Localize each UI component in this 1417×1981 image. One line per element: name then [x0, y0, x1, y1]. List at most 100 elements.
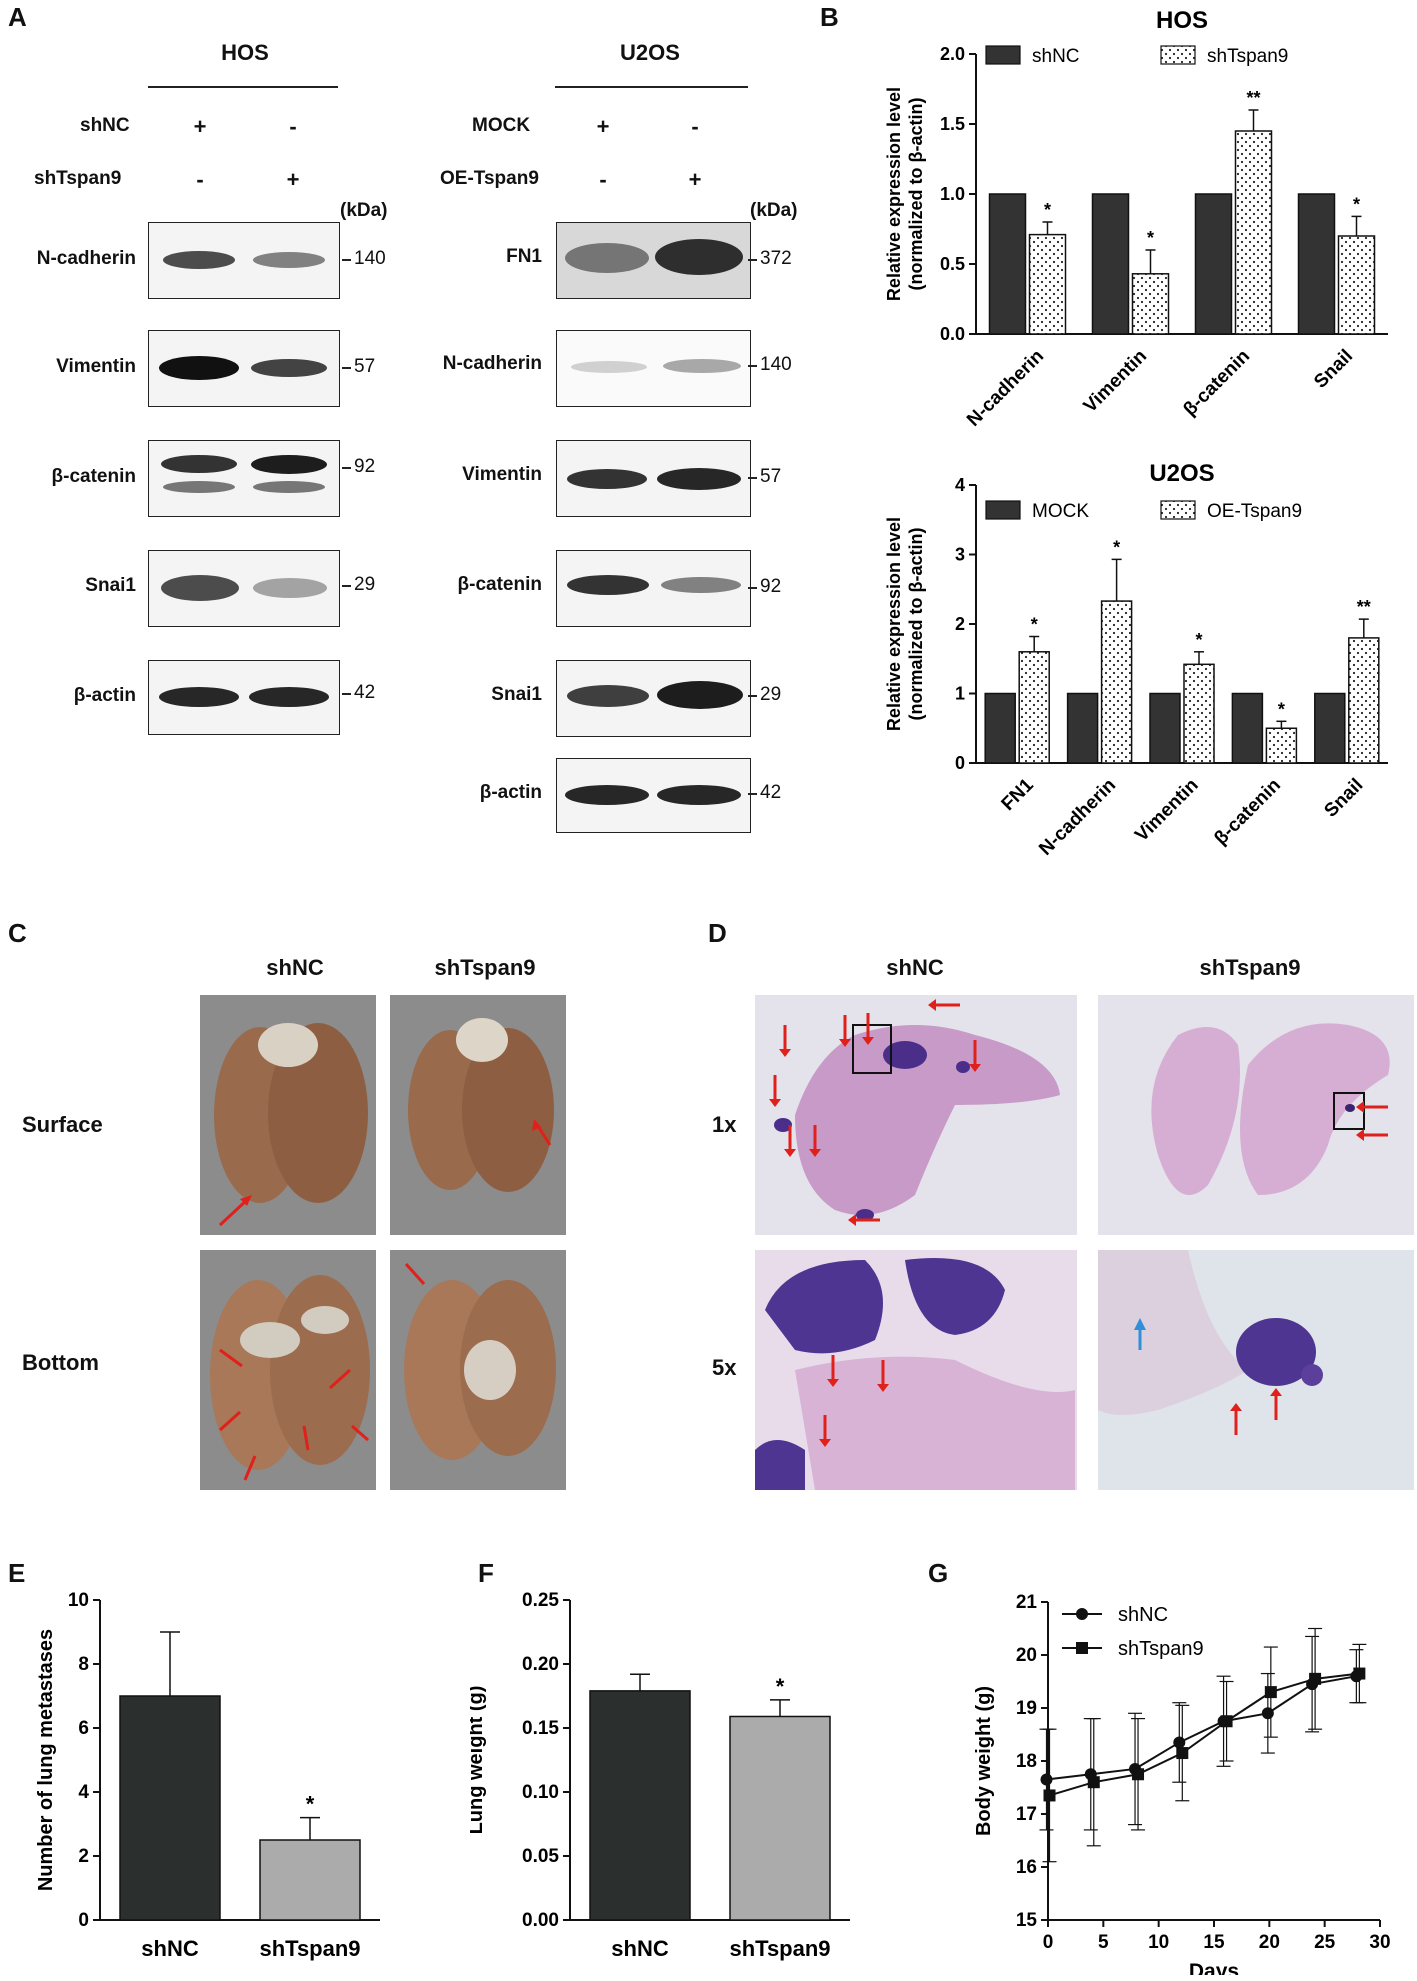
hos-blot-label: Snai1 — [85, 575, 136, 596]
x-tick-label: N-cadherin — [963, 346, 1048, 431]
data-point — [1132, 1768, 1145, 1781]
y-tick-label: 4 — [955, 475, 965, 495]
y-axis-label: Relative expression level — [884, 517, 904, 731]
hos-blot-vimentin — [148, 330, 340, 407]
legend-label: shTspan9 — [1118, 1638, 1204, 1660]
y-tick-label: 0 — [955, 753, 965, 773]
u2os-title-underline — [555, 86, 748, 88]
y-axis-label: Relative expression level — [884, 87, 904, 301]
blot-band — [161, 455, 237, 473]
legend-label: OE-Tspan9 — [1207, 501, 1302, 522]
hos-blot-label: Vimentin — [56, 356, 136, 377]
u2os-title: U2OS — [620, 40, 680, 65]
series-line — [1049, 1672, 1360, 1797]
red-arrowhead — [839, 1039, 851, 1047]
red-arrowhead — [877, 1384, 889, 1392]
x-tick-label: shNC — [611, 1936, 669, 1961]
x-tick-label: Snail — [1310, 346, 1357, 393]
red-arrowhead — [1230, 1403, 1242, 1411]
blot-band — [657, 681, 743, 709]
u2os-blot-label: FN1 — [506, 246, 542, 267]
red-arrowhead — [809, 1149, 821, 1157]
u2os-blot-vimentin — [556, 440, 751, 517]
histology-shtspan9-5x — [1098, 1250, 1414, 1490]
data-point — [1087, 1776, 1100, 1789]
hos-blot-n-cadherin — [148, 222, 340, 299]
legend-marker — [1076, 1608, 1088, 1620]
data-point — [1040, 1773, 1053, 1786]
x-tick-label: β-catenin — [1210, 775, 1285, 850]
significance-marker: * — [1195, 630, 1202, 650]
chart-title: U2OS — [1149, 460, 1214, 487]
panel-c-column-label: shTspan9 — [434, 955, 536, 980]
y-tick-label: 0.25 — [522, 1590, 559, 1611]
data-point — [1176, 1747, 1189, 1760]
lung-photo-shnc-bottom — [200, 1250, 376, 1490]
y-tick-label: 17 — [1016, 1804, 1037, 1825]
bar — [1183, 663, 1215, 764]
y-tick-label: 2.0 — [940, 44, 965, 64]
bar — [1231, 692, 1264, 764]
legend-label: shTspan9 — [1207, 46, 1288, 67]
y-tick-label: 20 — [1016, 1645, 1037, 1666]
significance-marker: * — [306, 1792, 315, 1817]
y-axis-label: (normalized to β-actin) — [906, 528, 926, 721]
panel-c-row-label: Bottom — [22, 1350, 99, 1375]
blot-band — [253, 481, 325, 493]
data-point — [1043, 1789, 1056, 1802]
x-tick-label: Vimentin — [1080, 346, 1151, 417]
blot-band — [163, 251, 235, 269]
blot-band — [159, 687, 239, 707]
u2os-mw: 372 — [748, 248, 792, 269]
u2os-blot-label: β-catenin — [457, 574, 542, 595]
y-tick-label: 0.5 — [940, 254, 965, 274]
legend-label: MOCK — [1032, 501, 1089, 522]
hos-lane-sign: - — [289, 114, 297, 139]
red-arrowhead — [862, 1037, 874, 1045]
significance-marker: ** — [1357, 597, 1371, 617]
blot-band — [253, 252, 325, 268]
hos-blot-snai1 — [148, 550, 340, 627]
u2os-kda-unit: (kDa) — [750, 200, 798, 221]
blot-band — [567, 685, 649, 707]
bar — [1131, 273, 1170, 335]
y-tick-label: 19 — [1016, 1698, 1037, 1719]
y-tick-label: 0.20 — [522, 1654, 559, 1675]
panel-letter-f: F — [478, 1558, 494, 1588]
blot-band — [663, 359, 741, 373]
u2os-mw: 57 — [747, 466, 782, 487]
y-tick-label: 8 — [78, 1654, 89, 1675]
y-tick-label: 0.00 — [522, 1910, 559, 1931]
hos-mw: 42 — [341, 682, 376, 703]
chart-b-hos: HOS 0.0 0.5 1.0 1.5 2.0 Relative expression le… — [884, 7, 1388, 431]
bar — [1149, 692, 1181, 764]
hos-blot-label: β-catenin — [51, 466, 136, 487]
bar — [1265, 727, 1298, 764]
y-axis-label: (normalized to β-actin) — [906, 98, 926, 291]
x-tick-label: Vimentin — [1131, 775, 1202, 846]
y-axis-label: Body weight (g) — [973, 1686, 995, 1836]
x-tick-label: 30 — [1369, 1932, 1390, 1953]
bar — [1234, 130, 1273, 335]
legend-label: shNC — [1118, 1604, 1168, 1626]
blot-band — [571, 361, 647, 373]
y-axis-label: Lung weight (g) — [470, 1686, 487, 1835]
u2os-blot-fn1 — [556, 222, 751, 299]
legend-swatch — [985, 45, 1021, 65]
u2os-condition-label: MOCK — [472, 115, 531, 136]
series-line — [1046, 1675, 1357, 1781]
blot-band — [657, 468, 741, 490]
u2os-mw: 92 — [747, 576, 782, 597]
blot-band — [161, 575, 239, 601]
y-tick-label: 16 — [1016, 1857, 1037, 1878]
legend-marker — [1076, 1642, 1088, 1654]
hos-mw: 92 — [341, 456, 376, 477]
blot-band — [253, 578, 327, 598]
red-arrowhead — [1270, 1388, 1282, 1396]
chart-g-body-weight: 15 16 17 18 19 20 21 0 5 10 15 20 25 30 Body weight (g… — [973, 1592, 1391, 1975]
significance-marker: * — [1113, 537, 1120, 557]
y-tick-label: 0.0 — [940, 324, 965, 344]
x-tick-label: FN1 — [998, 774, 1039, 815]
y-tick-label: 18 — [1016, 1751, 1037, 1772]
hos-lane-sign: + — [286, 167, 300, 192]
